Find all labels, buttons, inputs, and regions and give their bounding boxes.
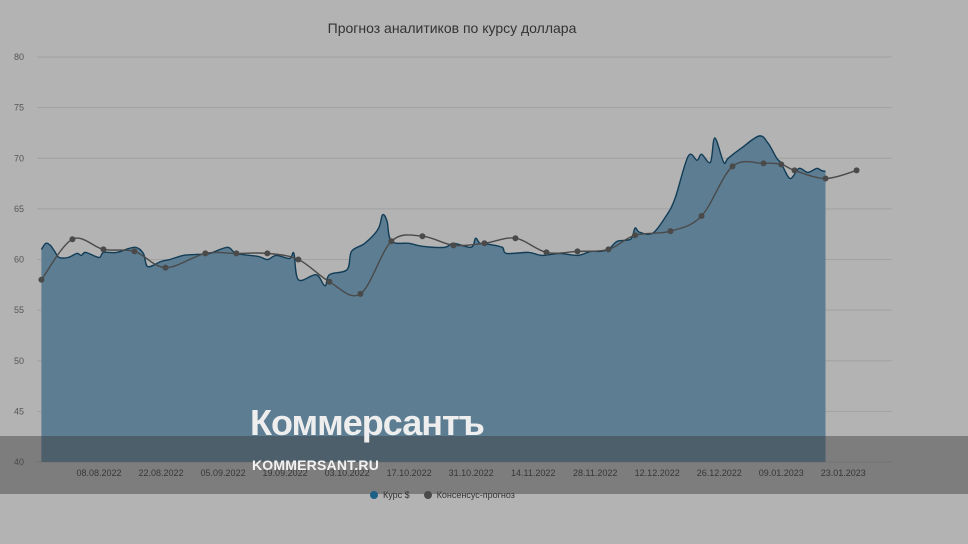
consensus-point[interactable] [388, 238, 395, 245]
consensus-point[interactable] [605, 246, 612, 253]
x-tick-label: 08.08.2022 [76, 468, 121, 478]
y-tick-label: 40 [14, 457, 24, 467]
consensus-point[interactable] [69, 236, 76, 243]
consensus-point[interactable] [38, 276, 45, 283]
consensus-point[interactable] [853, 167, 860, 174]
consensus-point[interactable] [574, 248, 581, 255]
consensus-point[interactable] [481, 240, 488, 247]
consensus-point[interactable] [131, 248, 138, 255]
consensus-point[interactable] [264, 250, 271, 257]
legend-marker [423, 491, 432, 499]
consensus-point[interactable] [450, 242, 457, 249]
series-line-consensus [40, 160, 857, 297]
kommersant-logo: Коммерсантъ [250, 402, 485, 443]
chart-title: Прогноз аналитиков по курсу доллара [327, 20, 577, 36]
consensus-point[interactable] [233, 250, 240, 257]
consensus-point[interactable] [326, 278, 333, 285]
x-tick-label: 19.09.2022 [263, 468, 308, 478]
y-tick-label: 65 [14, 204, 24, 214]
x-tick-label: 23.01.2023 [821, 468, 866, 478]
consensus-point[interactable] [100, 246, 107, 253]
y-tick-label: 45 [14, 406, 24, 416]
series-area-usd-rate [41, 135, 826, 462]
x-tick-label: 12.12.2022 [635, 468, 680, 478]
consensus-point[interactable] [295, 256, 302, 263]
consensus-point[interactable] [778, 161, 785, 168]
legend-item-consensus[interactable]: Консенсус-прогноз [423, 490, 515, 500]
consensus-point[interactable] [791, 167, 798, 174]
y-tick-label: 80 [14, 52, 24, 62]
consensus-point[interactable] [667, 228, 674, 235]
series-line-usd-rate [40, 135, 826, 287]
y-tick-label: 55 [14, 305, 24, 315]
y-tick-label: 75 [14, 103, 24, 113]
consensus-point[interactable] [162, 264, 169, 271]
consensus-point[interactable] [632, 232, 639, 239]
x-tick-label: 28.11.2022 [573, 468, 617, 478]
x-tick-label: 26.12.2022 [697, 468, 742, 478]
legend-label: Консенсус-прогноз [436, 490, 515, 500]
y-tick-label: 70 [14, 153, 24, 163]
x-tick-label: 03.10.2022 [325, 468, 370, 478]
y-tick-label: 60 [14, 255, 24, 265]
consensus-point[interactable] [357, 290, 364, 297]
x-tick-label: 31.10.2022 [449, 468, 494, 478]
consensus-point[interactable] [822, 175, 829, 182]
kommersant-site-link[interactable]: KOMMERSANT.RU [252, 457, 380, 473]
consensus-point[interactable] [543, 249, 550, 256]
legend-label: Курс $ [383, 490, 410, 500]
consensus-point[interactable] [202, 250, 209, 257]
x-tick-label: 17.10.2022 [387, 468, 432, 478]
watermark-band [0, 436, 968, 494]
x-tick-label: 09.01.2023 [759, 468, 804, 478]
y-tick-label: 50 [14, 356, 24, 366]
legend-marker [370, 491, 378, 499]
consensus-point[interactable] [698, 212, 705, 219]
x-tick-label: 22.08.2022 [139, 468, 184, 478]
x-tick-label: 05.09.2022 [201, 468, 246, 478]
x-tick-label: 14.11.2022 [511, 468, 555, 478]
consensus-point[interactable] [760, 160, 767, 167]
consensus-point[interactable] [419, 233, 426, 240]
consensus-point[interactable] [512, 235, 519, 242]
chart-legend: Курс $ Консенсус-прогноз [370, 490, 515, 500]
legend-item-rate[interactable]: Курс $ [370, 490, 410, 500]
consensus-point[interactable] [729, 163, 736, 170]
